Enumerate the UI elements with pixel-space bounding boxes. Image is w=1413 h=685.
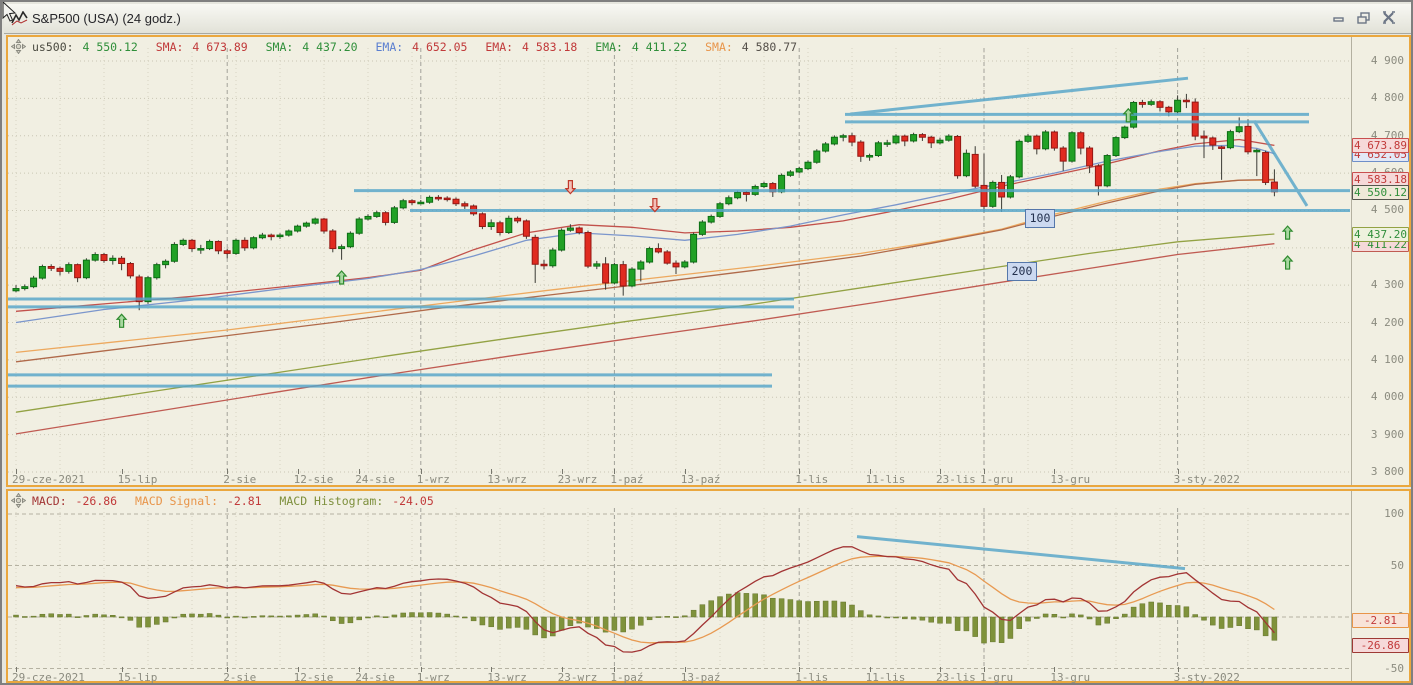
macd-x-tick <box>1177 667 1179 672</box>
macd-x-axis-label: 24-sie <box>355 671 395 684</box>
main-y-axis-label: 3 800 <box>1370 465 1404 478</box>
main-y-axis-label: 4 200 <box>1370 315 1404 329</box>
price-tag: 4 583.18 <box>1352 172 1409 188</box>
macd-indicator-panel[interactable] <box>6 489 1411 683</box>
macd-x-tick <box>799 667 801 672</box>
macd-x-axis-label: 13-paź <box>680 671 721 684</box>
macd-x-tick <box>1054 667 1056 672</box>
macd-x-tick <box>227 667 229 672</box>
macd-x-axis-label: 1-wrz <box>416 671 450 684</box>
price-legend-item: EMA: 4 411.22 <box>595 40 702 54</box>
restore-icon <box>1356 12 1370 24</box>
ma-period-label[interactable]: 200 <box>1007 262 1037 281</box>
macd-value-tag: -26.86 <box>1352 637 1409 653</box>
price-legend-item: EMA: 4 652.05 <box>375 40 482 54</box>
price-tag: 4 673.89 <box>1352 138 1409 154</box>
chart-app-icon <box>11 11 28 26</box>
macd-x-axis-label: 13-gru <box>1050 671 1091 684</box>
main-y-axis-label: 4 500 <box>1370 203 1404 217</box>
main-y-axis-label: 4 100 <box>1370 352 1404 366</box>
macd-legend-item: MACD Signal: -2.81 <box>134 494 276 508</box>
price-chart-panel[interactable] <box>6 35 1411 487</box>
macd-legend-drag-icon[interactable] <box>11 493 26 508</box>
price-legend-item: EMA: 4 583.18 <box>485 40 592 54</box>
macd-x-tick <box>297 667 299 672</box>
macd-x-axis-label: 3-sty-2022 <box>1173 671 1240 684</box>
macd-x-tick <box>869 667 871 672</box>
macd-x-tick <box>984 667 985 672</box>
main-x-axis-label: 13-wrz <box>487 473 527 486</box>
macd-x-axis-label: 1-lis <box>795 671 829 684</box>
minimize-icon <box>1333 17 1344 22</box>
main-x-axis-label: 11-lis <box>865 473 906 486</box>
macd-x-axis-label: 13-wrz <box>487 671 527 684</box>
main-x-axis-label: 1-lis <box>795 473 829 486</box>
macd-x-axis-label: 23-wrz <box>557 671 598 684</box>
legend-drag-icon[interactable] <box>11 39 26 54</box>
main-y-axis-label: 4 000 <box>1370 390 1404 404</box>
macd-x-axis-label: 12-sie <box>293 671 334 684</box>
main-x-axis-label: 13-paź <box>680 473 721 486</box>
main-x-axis-label: 12-sie <box>293 473 334 486</box>
ma-period-label[interactable]: 100 <box>1025 209 1055 228</box>
main-y-axis-label: 4 300 <box>1370 278 1404 292</box>
macd-legend-item: MACD Histogram: -24.05 <box>279 494 448 508</box>
price-tag: 4 550.12 <box>1352 184 1409 200</box>
close-button[interactable] <box>1379 10 1399 27</box>
main-axis-divider <box>1351 37 1352 485</box>
price-legend-item: SMA: 4 437.20 <box>265 40 372 54</box>
mouse-cursor <box>2 2 17 22</box>
main-x-axis-label: 1-wrz <box>416 473 450 486</box>
macd-x-tick <box>420 667 422 672</box>
macd-axis-divider <box>1351 491 1352 681</box>
window-title-bar[interactable]: S&P500 (USA) (24 godz.) <box>4 4 1411 34</box>
price-tag: 4 437.20 <box>1352 226 1409 242</box>
macd-legend: MACD: -26.86 MACD Signal: -2.81 MACD His… <box>32 494 452 508</box>
macd-x-tick <box>121 667 123 672</box>
main-x-axis-label: 2-sie <box>223 473 257 486</box>
main-y-axis-label: 3 900 <box>1370 427 1404 441</box>
price-legend-item: SMA: 4 580.77 <box>705 40 811 54</box>
macd-x-axis-label: 2-sie <box>223 671 257 684</box>
macd-x-axis-label: 29-cze-2021 <box>12 671 85 684</box>
macd-value-tag: -2.81 <box>1352 612 1409 628</box>
macd-x-axis-label: 11-lis <box>865 671 906 684</box>
main-x-axis-label: 1-gru <box>980 473 1014 486</box>
main-x-axis-label: 15-lip <box>117 473 158 486</box>
macd-x-axis-label: 15-lip <box>117 671 158 684</box>
macd-x-tick <box>614 667 616 672</box>
macd-y-axis-label: 100 <box>1384 507 1404 520</box>
main-x-axis-label: 23-wrz <box>557 473 598 486</box>
macd-x-tick <box>16 667 17 672</box>
macd-x-tick <box>684 667 686 672</box>
main-x-axis-label: 24-sie <box>355 473 395 486</box>
macd-x-axis-label: 1-gru <box>980 671 1014 684</box>
macd-x-tick <box>561 667 563 672</box>
macd-y-axis-label: -50 <box>1384 661 1404 675</box>
macd-y-axis-label: 50 <box>1390 558 1404 572</box>
macd-x-tick <box>491 667 493 672</box>
main-x-axis-label: 13-gru <box>1050 473 1091 486</box>
macd-x-axis-label: 23-lis <box>936 671 976 684</box>
macd-x-tick <box>359 667 361 672</box>
main-y-axis-label: 4 800 <box>1370 91 1404 105</box>
restore-button[interactable] <box>1353 10 1373 27</box>
macd-x-tick <box>940 667 941 672</box>
macd-x-axis-label: 1-paź <box>610 671 644 684</box>
macd-legend-item: MACD: -26.86 <box>32 494 131 508</box>
close-icon <box>1383 11 1395 24</box>
main-x-axis-label: 3-sty-2022 <box>1173 473 1240 486</box>
main-x-axis-label: 1-paź <box>610 473 644 486</box>
price-legend-item: SMA: 4 673.89 <box>155 40 262 54</box>
main-x-axis-label: 23-lis <box>936 473 976 486</box>
main-y-axis-label: 4 900 <box>1370 54 1404 67</box>
price-legend: us500: 4 550.12 SMA: 4 673.89 SMA: 4 437… <box>32 40 815 54</box>
main-x-axis-label: 29-cze-2021 <box>12 473 85 486</box>
minimize-button[interactable] <box>1329 10 1349 27</box>
price-legend-item: us500: 4 550.12 <box>32 40 152 54</box>
window-title: S&P500 (USA) (24 godz.) <box>32 11 181 26</box>
